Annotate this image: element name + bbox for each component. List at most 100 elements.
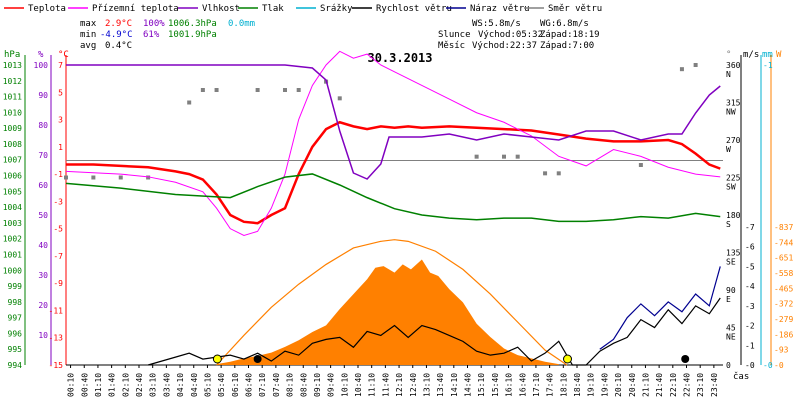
wind-dir-dot [296, 88, 301, 92]
stats-max-press: 1006.3hPa [168, 19, 217, 29]
x-tick-label: 09:40 [327, 373, 336, 397]
wind-dir-dot [187, 100, 192, 105]
legend-item: Vlhkost [178, 4, 240, 14]
wind-dir-tick-label: 315 [726, 99, 741, 108]
pressure-tick-label: 995 [8, 345, 23, 354]
x-tick-label: 07:10 [258, 373, 267, 397]
pressure-tick-label: 997 [8, 314, 23, 323]
rain-tick-label: -1 [763, 61, 773, 70]
pressure-tick-label: 1012 [3, 77, 22, 86]
x-tick-label: 21:40 [655, 373, 664, 397]
pressure-tick-label: 1010 [3, 108, 22, 117]
sun-label: Slunce [438, 30, 471, 40]
x-tick-label: 01:10 [94, 373, 103, 397]
temp-tick-label: 1 [58, 143, 63, 152]
speed-tick-label: -2 [745, 322, 755, 331]
temp-tick-label: 3 [58, 116, 63, 125]
legend-label: Tlak [262, 4, 284, 14]
legend-label: Srážky [320, 4, 353, 14]
series-rychlost-větru [147, 297, 721, 366]
x-tick-label: 19:40 [600, 373, 609, 397]
humidity-tick-label: 70 [38, 151, 48, 160]
wind-dir-tick-label: 45 [726, 324, 736, 333]
wind-dir-tick-label: 360 [726, 61, 741, 70]
solar-tick-label: -186 [774, 330, 793, 339]
unit-hpa: hPa [4, 50, 20, 60]
solar-theoretical-line [216, 239, 568, 366]
wind-dir-name: W [726, 145, 731, 154]
axis-units: hPa % °C ° m/s mm W [4, 50, 782, 60]
x-tick-label: 15:40 [491, 373, 500, 397]
pressure-tick-label: 1004 [3, 203, 22, 212]
moon-rise: Východ:22:37 [472, 41, 537, 51]
stats-max-hum: 100% [143, 19, 165, 29]
solar-tick-label: -372 [774, 300, 793, 309]
solar-area [216, 259, 559, 365]
x-tick-label: 23:10 [696, 373, 705, 397]
x-tick-label: 12:10 [395, 373, 404, 397]
pressure-tick-label: 1008 [3, 140, 22, 149]
moonset-marker [253, 355, 262, 363]
wind-dir-dot [118, 175, 123, 180]
wind-dir-dot [502, 154, 506, 159]
x-tick-label: 18:40 [573, 373, 582, 397]
wind-dir-dot [693, 63, 698, 67]
wind-dir-dot [91, 175, 96, 180]
solar-tick-label: -651 [774, 254, 793, 263]
legend-item: Srážky [296, 4, 353, 14]
humidity-tick-label: 30 [38, 271, 48, 280]
humidity-tick-label: 20 [38, 301, 48, 310]
x-tick-label: 05:10 [203, 373, 212, 397]
solar-tick-label: -558 [774, 269, 793, 278]
humidity-tick-label: 40 [38, 241, 48, 250]
speed-tick-label: -5 [745, 262, 755, 271]
unit-mm: mm [762, 50, 773, 60]
temp-tick-label: -3 [53, 197, 63, 206]
legend-item: Tlak [238, 4, 284, 14]
pressure-tick-label: 1011 [3, 93, 22, 102]
humidity-tick-label: 80 [38, 121, 48, 130]
humidity-tick-label: 100 [34, 61, 49, 70]
speed-tick-label: -6 [745, 243, 755, 252]
legend-label: Přízemní teplota [92, 4, 179, 14]
legend-item: Teplota [4, 4, 66, 14]
sun-moon-markers [212, 354, 690, 364]
x-tick-label: 13:10 [422, 373, 431, 397]
speed-tick-label: -3 [745, 302, 755, 311]
wind-ws: WS:5.8m/s [472, 19, 521, 29]
sunset-marker [563, 354, 573, 364]
speed-tick-label: -4 [745, 282, 755, 291]
axes: 1013101210111010100910081007100610051004… [3, 55, 793, 370]
temp-tick-label: -7 [53, 252, 63, 261]
solar-tick-label: -744 [774, 238, 793, 247]
wind-dir-tick-label: 270 [726, 136, 741, 145]
wind-dir-tick-label: 135 [726, 249, 741, 258]
wind-dir-name: S [726, 220, 731, 229]
pressure-tick-label: 1005 [3, 187, 22, 196]
wind-dir-dot [146, 175, 151, 180]
wind-direction-series [64, 63, 698, 180]
temp-tick-label: -15 [49, 361, 64, 370]
stats-avg-temp: 0.4°C [105, 41, 132, 51]
x-tick-label: 10:40 [354, 373, 363, 397]
humidity-tick-label: 50 [38, 211, 48, 220]
wind-dir-dot [255, 88, 260, 92]
wind-dir-dot [64, 175, 68, 180]
wind-wg: WG:6.8m/s [540, 19, 589, 29]
x-axis: 00:10 00:40 01:10 01:40 02:10 02:40 03:10 03:40… [67, 365, 719, 397]
temp-tick-label: -1 [53, 170, 63, 179]
rain-tick-label: -0 [763, 361, 773, 370]
x-tick-label: 01:40 [108, 373, 117, 397]
solar-series [216, 239, 568, 366]
x-tick-label: 04:40 [190, 373, 199, 397]
pressure-tick-label: 999 [8, 282, 23, 291]
unit-wm2: W [776, 50, 782, 60]
wind-dir-dot [337, 96, 342, 101]
stats-block: max 2.9°C 100% 1006.3hPa 0.0mm min -4.9°… [80, 19, 600, 51]
x-tick-label: 17:10 [532, 373, 541, 397]
temp-tick-label: -13 [49, 334, 64, 343]
unit-pct: % [38, 50, 44, 60]
wind-dir-dot [679, 67, 684, 72]
temp-tick-label: 5 [58, 88, 63, 97]
